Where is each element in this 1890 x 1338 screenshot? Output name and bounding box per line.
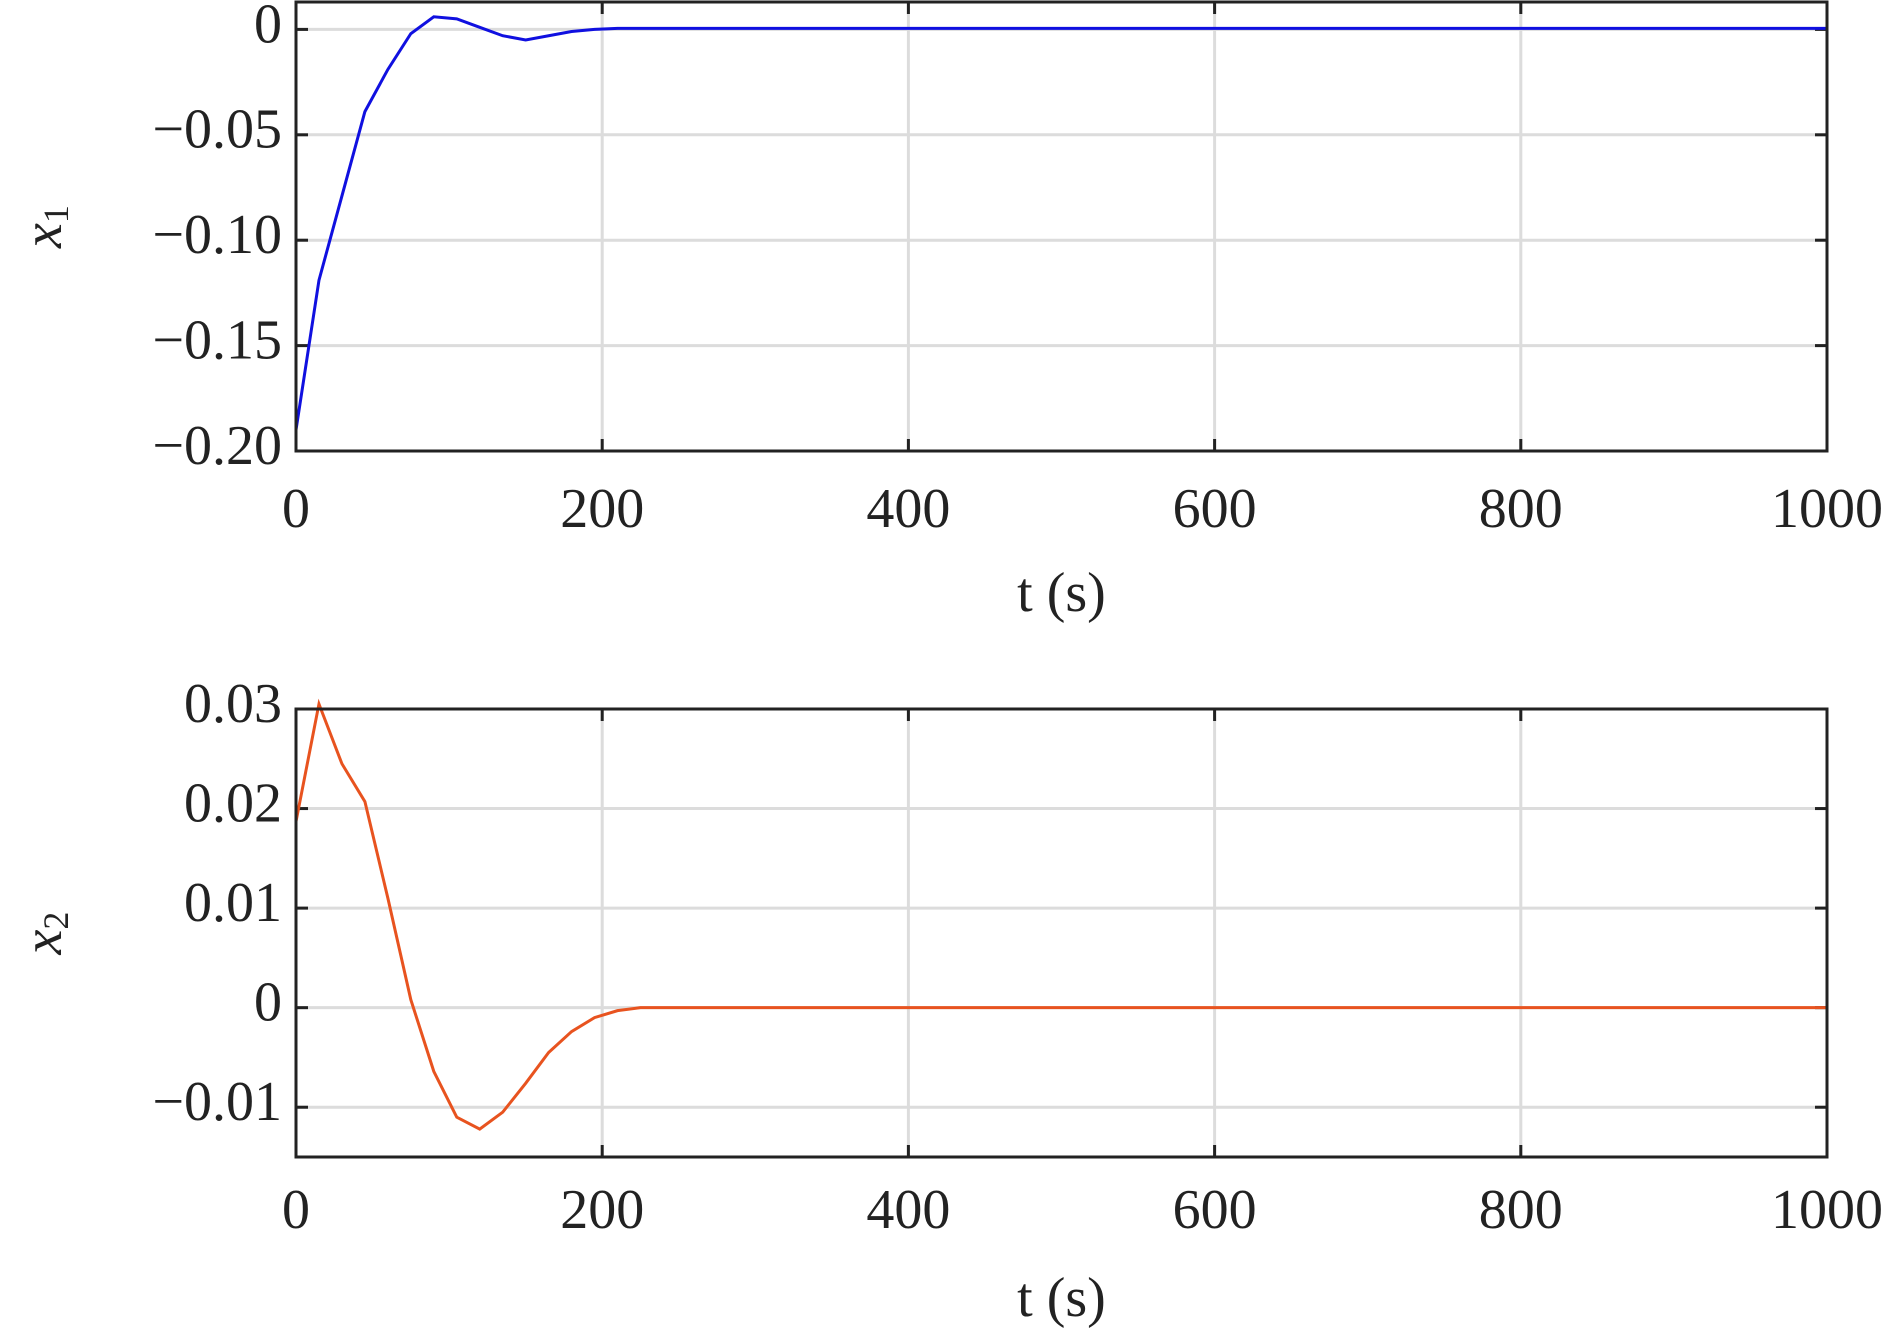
y-axis-label: x2: [12, 912, 76, 956]
x-tick-label: 0: [282, 1179, 310, 1241]
plot-frame: [294, 0, 1829, 453]
y-tick-label: −0.20: [152, 415, 282, 477]
x-tick-label: 600: [1173, 478, 1257, 540]
y-tick-label: −0.10: [152, 204, 282, 266]
x-tick-label: 800: [1479, 1179, 1563, 1241]
y-axis-label-sub: 2: [36, 912, 76, 930]
x-tick-label: 400: [866, 1179, 950, 1241]
y-tick-label: 0: [254, 972, 282, 1034]
y-tick-label: 0.02: [184, 772, 282, 834]
y-axis-label-sub: 1: [36, 205, 76, 223]
x-tick-label: 0: [282, 478, 310, 540]
y-tick-label: 0.01: [184, 872, 282, 934]
y-tick-label: −0.01: [152, 1071, 282, 1133]
y-axis-label-var: x: [12, 929, 74, 955]
y-tick-label: 0: [254, 0, 282, 55]
x-axis-label: t (s): [1017, 562, 1106, 624]
x-tick-label: 600: [1173, 1179, 1257, 1241]
x-tick-label: 1000: [1771, 478, 1883, 540]
y-axis-label-var: x: [12, 223, 74, 249]
y-tick-label: −0.15: [152, 309, 282, 371]
y-axis-label: x1: [12, 205, 76, 249]
plot-frame: [294, 707, 1829, 1159]
y-tick-label: −0.05: [152, 99, 282, 161]
data-line: [294, 15, 1827, 431]
data-line: [294, 698, 1827, 1131]
subplot: 0 200 400 600 800 1000 −0.20 −0.15 −0.10 −0.05 0 t …: [12, 0, 1883, 624]
x-tick-label: 400: [866, 478, 950, 540]
x-tick-label: 800: [1479, 478, 1563, 540]
x-axis-label: t (s): [1017, 1267, 1106, 1329]
x-tick-label: 1000: [1771, 1179, 1883, 1241]
x-tick-label: 200: [560, 1179, 644, 1241]
x-tick-label: 200: [560, 478, 644, 540]
y-tick-label: 0.03: [184, 673, 282, 735]
